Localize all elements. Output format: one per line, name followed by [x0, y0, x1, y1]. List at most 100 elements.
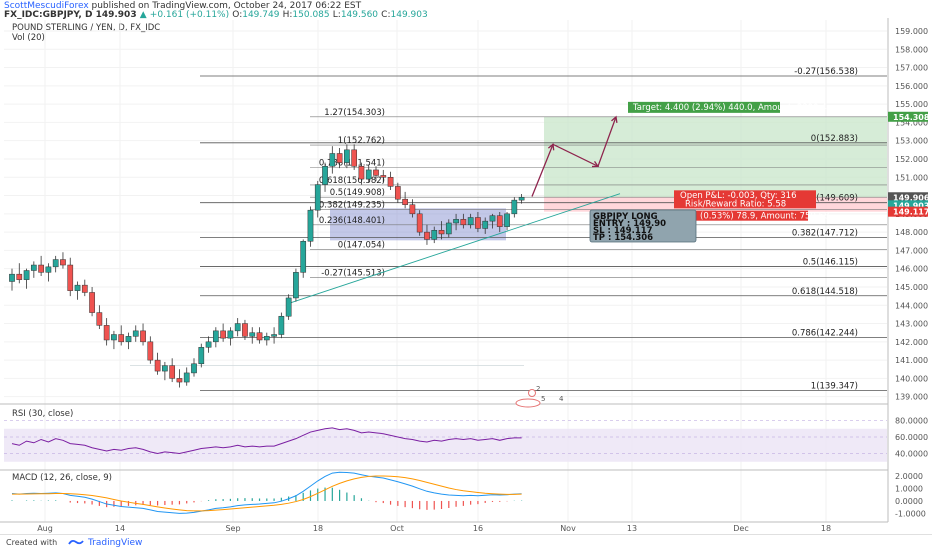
- target-badge[interactable]: [628, 101, 780, 113]
- stop-label: (0.53%) 78.9, Amount: 750.68: [700, 212, 829, 222]
- event-marker-icon[interactable]: [528, 389, 536, 397]
- fib-ext-label: 0.618(150.582): [319, 176, 385, 186]
- candle[interactable]: [489, 215, 496, 222]
- candle[interactable]: [445, 222, 452, 235]
- candle[interactable]: [212, 330, 219, 343]
- candle[interactable]: [380, 175, 387, 178]
- candle[interactable]: [424, 231, 430, 240]
- chart-area[interactable]: POUND STERLING / YEN, D, FX_IDC Vol (20)…: [0, 0, 932, 534]
- candle[interactable]: [162, 365, 168, 372]
- candle[interactable]: [373, 169, 379, 176]
- candle[interactable]: [409, 204, 416, 215]
- candle[interactable]: [256, 332, 263, 341]
- stop-badge[interactable]: [696, 210, 808, 221]
- candle[interactable]: [365, 169, 372, 180]
- candle[interactable]: [416, 213, 423, 233]
- candle[interactable]: [89, 292, 95, 313]
- candle[interactable]: [30, 264, 37, 271]
- candle[interactable]: [74, 284, 81, 291]
- price-tick: 145.000: [895, 283, 928, 292]
- candle[interactable]: [198, 347, 205, 365]
- time-tick: Nov: [560, 524, 576, 533]
- candle[interactable]: [9, 273, 15, 282]
- candle[interactable]: [249, 332, 256, 337]
- candle[interactable]: [351, 149, 358, 167]
- candle[interactable]: [387, 177, 394, 187]
- candle[interactable]: [154, 359, 161, 372]
- candle[interactable]: [482, 220, 489, 229]
- candle[interactable]: [271, 334, 277, 337]
- candle[interactable]: [118, 334, 125, 343]
- candle[interactable]: [518, 197, 525, 201]
- candle[interactable]: [329, 153, 336, 167]
- price-change: +0.161 (+0.11%): [149, 10, 230, 20]
- candle[interactable]: [132, 330, 139, 337]
- candle[interactable]: [147, 341, 154, 361]
- candle[interactable]: [38, 264, 44, 273]
- price-badge: [888, 206, 928, 217]
- signal-line[interactable]: [12, 475, 522, 512]
- candle[interactable]: [125, 336, 132, 343]
- candle[interactable]: [111, 334, 117, 341]
- candle[interactable]: [205, 341, 212, 348]
- price-tick: 159.000: [895, 27, 928, 36]
- candle[interactable]: [460, 219, 467, 226]
- macd-tick: 2.0000: [895, 472, 923, 481]
- candle[interactable]: [16, 273, 23, 280]
- candle[interactable]: [263, 336, 270, 341]
- candle[interactable]: [169, 365, 176, 379]
- candle[interactable]: [285, 297, 292, 317]
- author-link[interactable]: ScottMescudiForex: [4, 1, 89, 11]
- candle[interactable]: [96, 312, 103, 326]
- candle[interactable]: [278, 315, 285, 335]
- candle[interactable]: [438, 230, 445, 235]
- pnl-badge[interactable]: [674, 190, 816, 209]
- tradingview-brand[interactable]: TradingView: [88, 538, 143, 548]
- candle[interactable]: [475, 217, 481, 229]
- event-marker-icon[interactable]: [515, 398, 541, 408]
- candle[interactable]: [467, 217, 474, 226]
- candle[interactable]: [394, 186, 401, 200]
- candle[interactable]: [220, 330, 226, 339]
- price-tick: 139.000: [895, 393, 928, 402]
- candle[interactable]: [402, 198, 408, 205]
- candle[interactable]: [336, 153, 343, 163]
- candle[interactable]: [293, 272, 299, 299]
- candle[interactable]: [140, 330, 146, 343]
- projection-path[interactable]: [531, 116, 617, 197]
- candle[interactable]: [314, 184, 321, 211]
- rsi-line[interactable]: [11, 427, 522, 455]
- trendline[interactable]: [288, 193, 621, 304]
- price-tick: 155.000: [895, 100, 928, 109]
- candle[interactable]: [45, 266, 52, 273]
- candle[interactable]: [191, 363, 197, 374]
- publish-line: ScottMescudiForex published on TradingVi…: [4, 1, 361, 12]
- macd-line[interactable]: [11, 471, 522, 514]
- symbol-name[interactable]: FX_IDC:GBPJPY, D: [4, 10, 93, 20]
- candle[interactable]: [242, 323, 248, 337]
- candle[interactable]: [234, 323, 241, 332]
- candle[interactable]: [176, 378, 183, 383]
- candle[interactable]: [300, 241, 307, 273]
- candle[interactable]: [60, 259, 66, 266]
- candle[interactable]: [322, 166, 328, 185]
- candle[interactable]: [183, 372, 190, 383]
- candle[interactable]: [307, 209, 314, 242]
- fib-label: 0(152.883): [811, 134, 858, 144]
- candle[interactable]: [504, 213, 510, 227]
- candle[interactable]: [227, 330, 234, 339]
- candle[interactable]: [103, 325, 110, 341]
- candle[interactable]: [453, 219, 459, 224]
- candle[interactable]: [67, 264, 74, 291]
- candle[interactable]: [358, 166, 365, 180]
- candle[interactable]: [344, 149, 350, 163]
- candle[interactable]: [23, 270, 30, 280]
- candle[interactable]: [511, 199, 518, 215]
- high-value: 150.085: [292, 10, 330, 20]
- target-zone[interactable]: [544, 116, 887, 198]
- candle[interactable]: [496, 215, 503, 227]
- candle[interactable]: [81, 284, 88, 293]
- candle[interactable]: [52, 259, 59, 268]
- candle[interactable]: [431, 230, 438, 240]
